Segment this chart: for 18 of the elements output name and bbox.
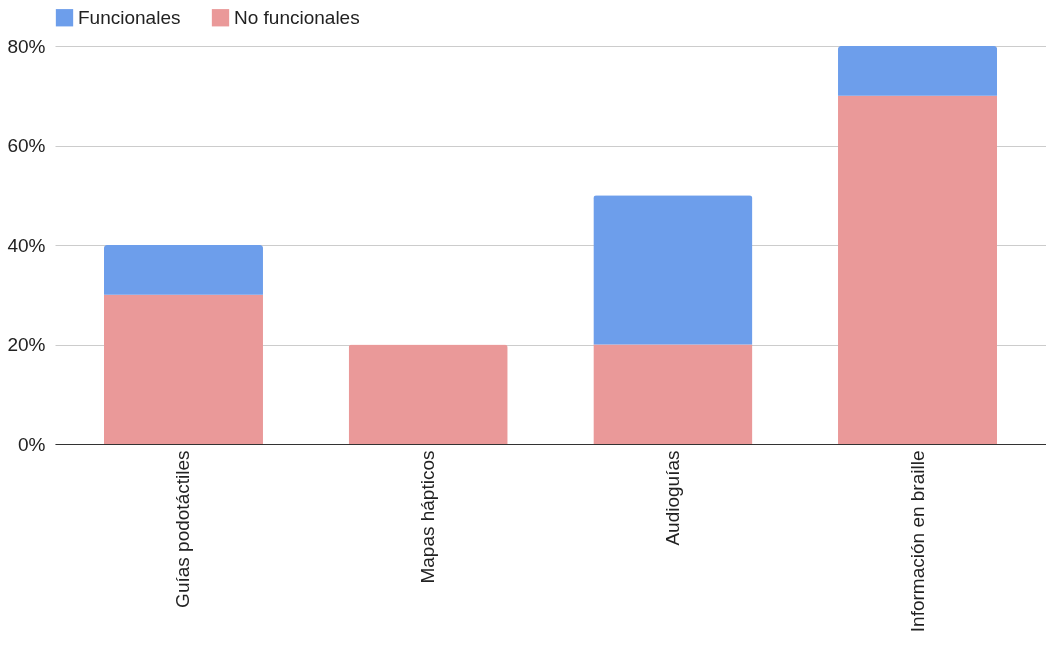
x-tick-label: Guías podotáctiles: [172, 450, 194, 608]
bar: [593, 195, 753, 345]
x-tick-label: Audioguías: [661, 450, 683, 546]
bar: [103, 245, 263, 295]
y-tick-label: 80%: [7, 35, 46, 57]
y-tick-label: 20%: [7, 334, 46, 355]
bar: [838, 95, 998, 444]
legend-label: Funcionales: [78, 6, 181, 28]
x-tick-label: Información en braille: [906, 450, 928, 633]
bar: [348, 344, 508, 444]
bar: [103, 294, 263, 444]
bar: [838, 46, 998, 96]
bar: [593, 344, 753, 444]
legend-label: No funcionales: [234, 6, 360, 28]
y-tick-label: 40%: [7, 234, 46, 256]
x-tick-label: Mapas hápticos: [417, 450, 439, 584]
y-tick-label: 0%: [18, 433, 46, 455]
y-tick-label: 60%: [7, 135, 46, 156]
